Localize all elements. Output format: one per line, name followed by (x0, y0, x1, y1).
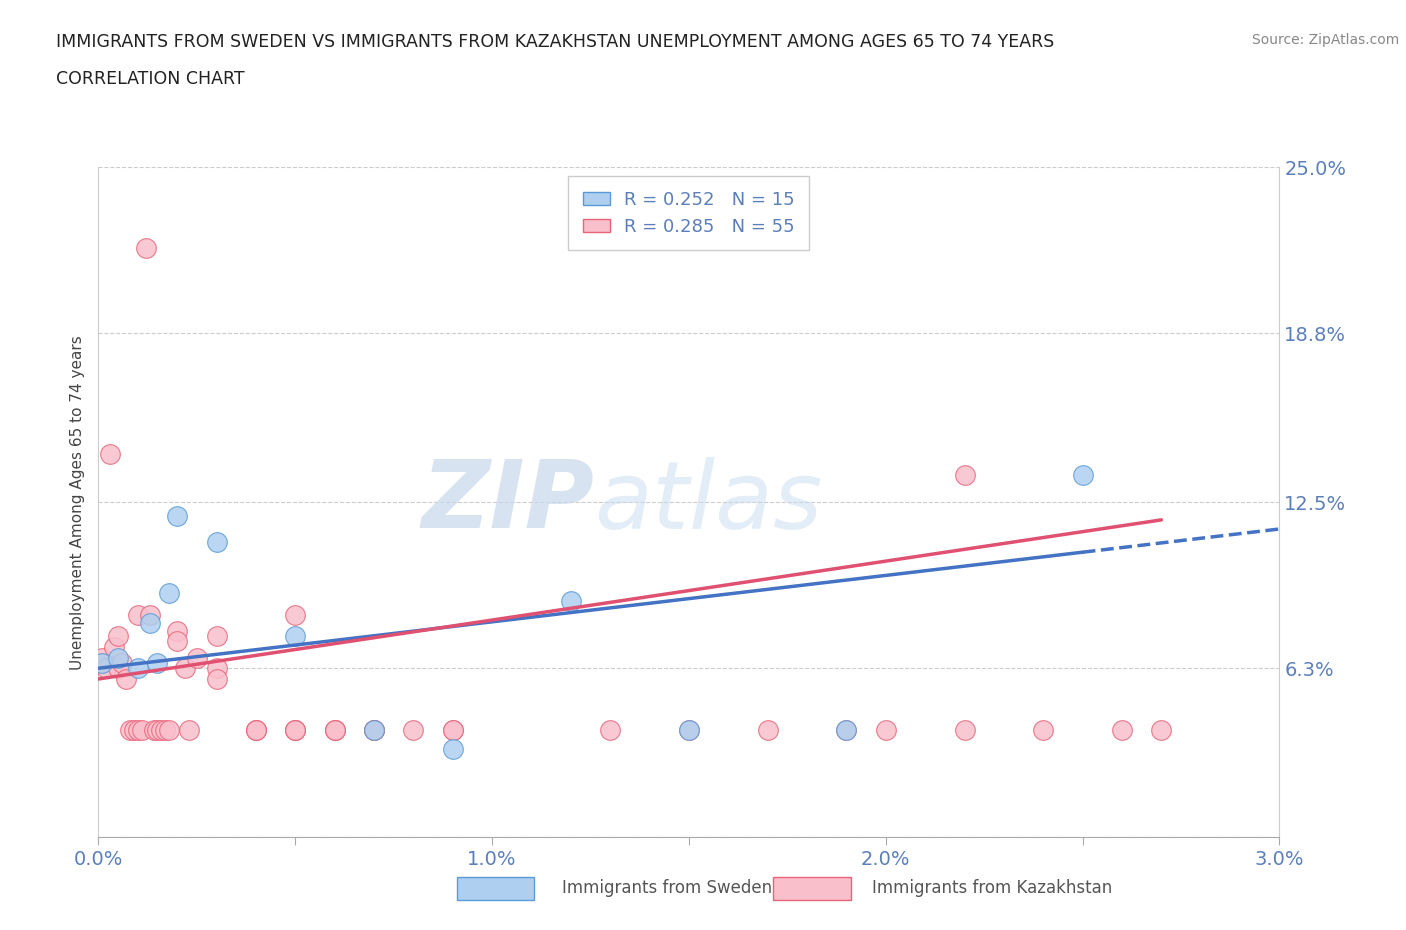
Point (363, 723, 385, 737)
Point (127, 607, 149, 622)
Point (205, 535, 228, 550)
Point (835, 723, 858, 737)
Point (678, 723, 700, 737)
Point (122, 723, 145, 737)
Point (560, 594, 582, 609)
Point (1111, 723, 1133, 737)
Point (284, 629, 307, 644)
Point (107, 661, 129, 676)
Point (245, 723, 267, 737)
Text: CORRELATION CHART: CORRELATION CHART (56, 70, 245, 87)
Point (118, 723, 141, 737)
Point (441, 723, 464, 737)
Point (96, 661, 118, 676)
Point (157, 723, 180, 737)
Point (127, 723, 149, 737)
Y-axis label: Unemployment Among Ages 65 to 74 years: Unemployment Among Ages 65 to 74 years (69, 335, 84, 670)
Point (441, 741, 464, 756)
Point (953, 723, 976, 737)
Point (91, 650, 114, 665)
Point (441, 723, 464, 737)
Point (155, 723, 177, 737)
Point (245, 723, 267, 737)
Point (1071, 468, 1094, 483)
Point (363, 723, 385, 737)
Point (166, 508, 188, 523)
Point (835, 723, 858, 737)
Point (138, 616, 160, 631)
Point (107, 650, 129, 665)
Point (138, 607, 160, 622)
Point (363, 723, 385, 737)
Point (323, 723, 346, 737)
Text: atlas: atlas (595, 457, 823, 548)
Point (1032, 723, 1054, 737)
Point (146, 656, 169, 671)
Point (205, 629, 228, 644)
Point (205, 661, 228, 676)
Point (135, 240, 157, 255)
Point (174, 661, 197, 676)
Point (91, 656, 114, 671)
Text: ZIP: ZIP (422, 457, 595, 548)
Point (157, 586, 180, 601)
Point (205, 671, 228, 686)
Point (284, 723, 307, 737)
Point (875, 723, 897, 737)
Point (115, 671, 138, 686)
Point (186, 650, 208, 665)
Legend: R = 0.252   N = 15, R = 0.285   N = 55: R = 0.252 N = 15, R = 0.285 N = 55 (568, 177, 810, 250)
Point (150, 723, 173, 737)
Text: Source: ZipAtlas.com: Source: ZipAtlas.com (1251, 33, 1399, 46)
Point (953, 468, 976, 483)
Point (111, 656, 134, 671)
Point (245, 723, 267, 737)
Point (363, 723, 385, 737)
Point (166, 634, 188, 649)
Point (91, 656, 114, 671)
Text: Immigrants from Kazakhstan: Immigrants from Kazakhstan (872, 879, 1112, 897)
Point (756, 723, 779, 737)
Point (284, 607, 307, 622)
Point (142, 723, 165, 737)
Point (146, 723, 169, 737)
Point (323, 723, 346, 737)
Point (284, 723, 307, 737)
Point (131, 723, 153, 737)
Point (402, 723, 425, 737)
Point (107, 629, 129, 644)
Point (177, 723, 200, 737)
Point (1150, 723, 1173, 737)
Text: Immigrants from Sweden: Immigrants from Sweden (562, 879, 772, 897)
Point (599, 723, 621, 737)
Point (284, 723, 307, 737)
Point (127, 661, 149, 676)
Text: IMMIGRANTS FROM SWEDEN VS IMMIGRANTS FROM KAZAKHSTAN UNEMPLOYMENT AMONG AGES 65 : IMMIGRANTS FROM SWEDEN VS IMMIGRANTS FRO… (56, 33, 1054, 50)
Point (166, 623, 188, 638)
Point (678, 723, 700, 737)
Point (103, 640, 125, 655)
Point (98, 446, 121, 461)
Point (323, 723, 346, 737)
